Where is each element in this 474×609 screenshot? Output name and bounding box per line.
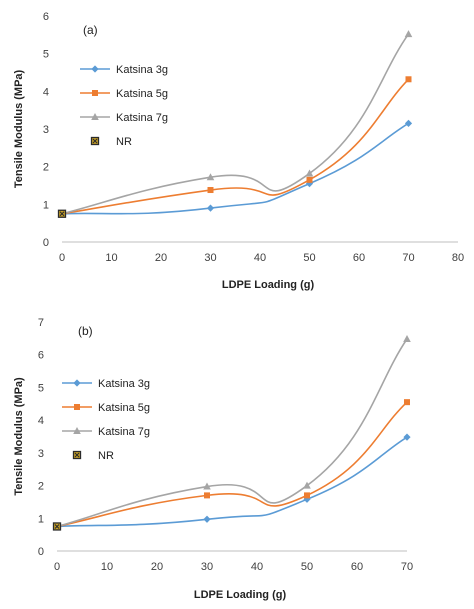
- legend-marker: [73, 427, 81, 434]
- x-tick-label: 0: [54, 561, 60, 573]
- y-tick-label: 0: [43, 237, 49, 249]
- x-tick-label: 60: [351, 561, 363, 573]
- data-point-katsina-7g: [303, 481, 311, 489]
- y-tick-label: 3: [43, 124, 49, 136]
- data-point-nr: [57, 209, 67, 218]
- y-tick-label: 4: [43, 86, 49, 98]
- legend-marker: [74, 404, 80, 410]
- legend-label: Katsina 3g: [116, 64, 168, 76]
- y-tick-label: 6: [38, 350, 44, 362]
- data-point-katsina-5g: [405, 76, 412, 83]
- x-tick-label: 70: [402, 252, 414, 264]
- y-tick-label: 2: [43, 162, 49, 174]
- x-tick-label: 50: [303, 252, 315, 264]
- legend-item: Katsina 3g: [80, 64, 168, 76]
- data-point-katsina-5g: [404, 399, 410, 406]
- y-tick-label: 4: [38, 415, 44, 427]
- data-point-katsina-7g: [404, 30, 413, 38]
- legend-marker: [92, 90, 98, 96]
- x-tick-label: 0: [59, 252, 65, 264]
- legend-label: Katsina 7g: [116, 112, 168, 124]
- x-tick-label: 40: [254, 252, 266, 264]
- x-axis-title: LDPE Loading (g): [222, 279, 315, 291]
- legend-label: Katsina 5g: [116, 88, 168, 100]
- series-line-katsina-3g: [56, 436, 408, 528]
- series-line-katsina-5g: [56, 401, 408, 528]
- x-tick-label: 20: [155, 252, 167, 264]
- legend-label: Katsina 7g: [98, 426, 150, 438]
- y-axis-title: Tensile Modulus (MPa): [13, 377, 25, 496]
- x-tick-label: 40: [251, 561, 263, 573]
- y-tick-label: 6: [43, 11, 49, 23]
- x-tick-label: 20: [151, 561, 163, 573]
- data-point-katsina-3g: [404, 119, 413, 127]
- x-tick-label: 50: [301, 561, 313, 573]
- series-line-katsina-7g: [56, 338, 408, 528]
- x-tick-label: 10: [105, 252, 117, 264]
- x-tick-label: 30: [204, 252, 216, 264]
- data-point-katsina-5g: [306, 176, 313, 183]
- legend-marker: [73, 379, 81, 387]
- series-line-katsina-7g: [61, 33, 410, 215]
- legend-label: NR: [116, 136, 132, 148]
- legend-label: Katsina 3g: [98, 378, 150, 390]
- legend-marker: [91, 65, 99, 73]
- panel-label: (b): [78, 324, 93, 338]
- y-tick-label: 0: [38, 546, 44, 558]
- panel-label: (a): [83, 23, 98, 37]
- legend-item: Katsina 5g: [80, 88, 168, 100]
- y-tick-label: 5: [38, 382, 44, 394]
- data-point-katsina-5g: [304, 492, 310, 499]
- legend-item: NR: [72, 450, 114, 462]
- series-line-katsina-3g: [61, 122, 409, 215]
- data-point-katsina-3g: [203, 515, 211, 523]
- y-tick-label: 1: [38, 513, 44, 525]
- series-line-katsina-5g: [61, 78, 410, 215]
- x-tick-label: 30: [201, 561, 213, 573]
- legend-label: NR: [98, 450, 114, 462]
- data-point-katsina-7g: [203, 482, 211, 490]
- legend-marker: [90, 136, 100, 146]
- x-axis-title: LDPE Loading (g): [194, 589, 287, 601]
- data-point-katsina-5g: [207, 187, 214, 194]
- legend-item: Katsina 7g: [62, 426, 150, 438]
- legend-item: NR: [90, 136, 132, 148]
- data-point-nr: [52, 522, 62, 531]
- data-point-katsina-7g: [305, 169, 314, 177]
- data-point-katsina-7g: [403, 335, 411, 343]
- y-tick-label: 2: [38, 481, 44, 493]
- legend-item: Katsina 5g: [62, 402, 150, 414]
- y-tick-label: 5: [43, 49, 49, 61]
- data-point-katsina-5g: [204, 492, 210, 499]
- y-tick-label: 1: [43, 199, 49, 211]
- data-point-katsina-7g: [206, 173, 215, 181]
- x-tick-label: 10: [101, 561, 113, 573]
- x-tick-label: 60: [353, 252, 365, 264]
- x-tick-label: 70: [401, 561, 413, 573]
- data-point-katsina-3g: [403, 433, 411, 441]
- data-point-katsina-3g: [206, 204, 215, 212]
- x-tick-label: 80: [452, 252, 464, 264]
- y-tick-label: 7: [38, 317, 44, 329]
- y-axis-title: Tensile Modulus (MPa): [13, 69, 25, 188]
- y-tick-label: 3: [38, 448, 44, 460]
- legend-label: Katsina 5g: [98, 402, 150, 414]
- legend-item: Katsina 7g: [80, 112, 168, 124]
- legend-item: Katsina 3g: [62, 378, 150, 390]
- legend-marker: [72, 450, 82, 460]
- legend-marker: [91, 113, 99, 120]
